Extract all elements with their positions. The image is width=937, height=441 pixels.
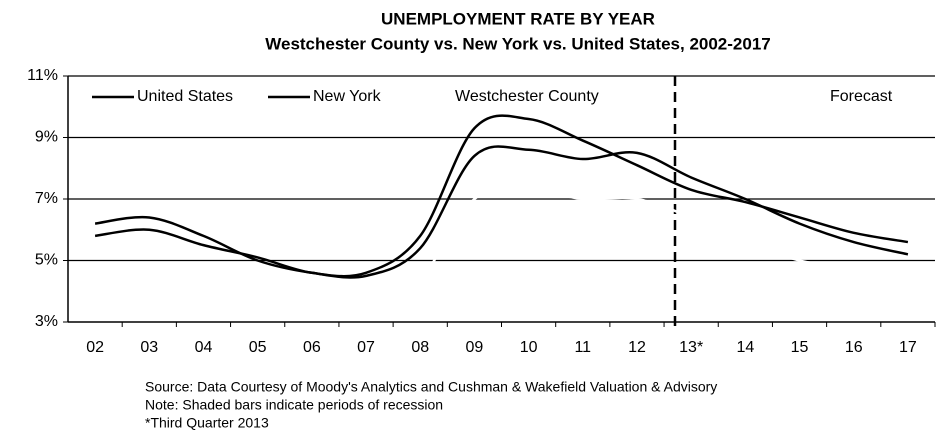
y-tick-label: 7% (35, 190, 58, 207)
series-line (94, 187, 909, 307)
chart-title: UNEMPLOYMENT RATE BY YEAR (381, 9, 655, 28)
chart-subtitle: Westchester County vs. New York vs. Unit… (265, 34, 771, 53)
x-tick-label: 13* (679, 339, 703, 356)
x-tick-label: 07 (357, 339, 375, 356)
legend-label: New York (313, 88, 382, 105)
x-tick-label: 11 (574, 339, 591, 356)
y-tick-label: 9% (35, 129, 58, 146)
x-tick-label: 03 (140, 339, 158, 356)
legend-label: United States (137, 88, 233, 105)
x-tick-label: 08 (411, 339, 429, 356)
series-line (94, 114, 909, 278)
x-tick-label: 17 (899, 339, 917, 356)
x-tick-label: 16 (845, 339, 863, 356)
note: *Third Quarter 2013 (145, 415, 269, 431)
x-tick-label: 04 (195, 339, 213, 356)
x-tick-label: 15 (791, 339, 809, 356)
x-tick-label: 10 (520, 339, 538, 356)
legend-label: Westchester County (455, 88, 599, 105)
note: Note: Shaded bars indicate periods of re… (145, 397, 443, 413)
annotation: Forecast (830, 88, 893, 105)
x-tick-label: 12 (628, 339, 646, 356)
x-tick-label: 14 (736, 339, 754, 356)
x-tick-label: 05 (249, 339, 267, 356)
x-tick-label: 02 (86, 339, 104, 356)
x-tick-label: 06 (303, 339, 321, 356)
y-tick-label: 11% (27, 67, 58, 84)
note: Source: Data Courtesy of Moody's Analyti… (145, 379, 717, 395)
series-line (94, 145, 909, 279)
x-tick-label: 09 (466, 339, 484, 356)
y-tick-label: 3% (35, 313, 58, 330)
y-tick-label: 5% (35, 252, 58, 269)
